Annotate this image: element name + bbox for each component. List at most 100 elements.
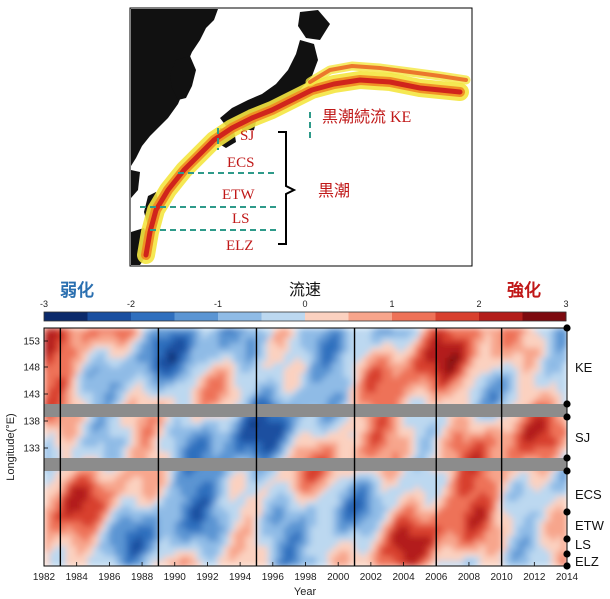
heatmap-cell xyxy=(528,476,535,483)
heatmap-cell xyxy=(398,332,405,339)
heatmap-cell xyxy=(403,471,410,478)
heatmap-cell xyxy=(60,332,67,339)
heatmap-cell xyxy=(458,551,465,557)
heatmap-cell xyxy=(545,511,552,518)
heatmap-cell xyxy=(87,511,94,518)
heatmap-cell xyxy=(556,496,563,503)
heatmap-cell xyxy=(185,367,192,374)
heatmap-cell xyxy=(468,337,475,344)
heatmap-cell xyxy=(185,551,192,557)
heatmap-cell xyxy=(452,382,459,389)
heatmap-cell xyxy=(114,556,121,562)
heatmap-cell xyxy=(283,417,290,423)
heatmap-cell xyxy=(316,387,323,394)
heatmap-cell xyxy=(65,451,72,458)
heatmap-cell xyxy=(98,382,105,389)
heatmap-cell xyxy=(343,526,350,532)
heatmap-cell xyxy=(381,531,388,537)
heatmap-cell xyxy=(496,377,503,384)
heatmap-cell xyxy=(349,437,356,443)
heatmap-cell xyxy=(212,397,219,403)
heatmap-cell xyxy=(485,357,492,364)
heatmap-cell xyxy=(550,451,557,458)
heatmap-cell xyxy=(125,332,132,339)
heatmap-cell xyxy=(403,357,410,364)
heatmap-cell xyxy=(196,541,203,547)
heatmap-cell xyxy=(463,546,470,552)
heatmap-cell xyxy=(534,352,541,359)
heatmap-cell xyxy=(376,442,383,448)
heatmap-cell xyxy=(278,437,285,443)
heatmap-cell xyxy=(409,357,416,364)
heatmap-cell xyxy=(49,496,56,503)
heatmap-cell xyxy=(349,516,356,522)
heatmap-cell xyxy=(321,541,328,547)
heatmap-cell xyxy=(87,427,94,433)
heatmap-cell xyxy=(305,471,312,478)
heatmap-cell xyxy=(71,328,78,334)
region-label-elz: ELZ xyxy=(575,554,599,569)
heatmap-cell xyxy=(419,451,426,458)
heatmap-cell xyxy=(539,357,546,364)
heatmap-cell xyxy=(452,546,459,552)
heatmap-cell xyxy=(191,437,198,443)
heatmap-cell xyxy=(370,372,377,379)
heatmap-cell xyxy=(310,561,317,566)
heatmap-cell xyxy=(174,332,181,339)
heatmap-cell xyxy=(65,352,72,359)
heatmap-cell xyxy=(136,496,143,503)
heatmap-cell xyxy=(545,526,552,532)
heatmap-cell xyxy=(316,496,323,503)
heatmap-cell xyxy=(234,382,241,389)
heatmap-cell xyxy=(49,541,56,547)
heatmap-cell xyxy=(60,427,67,433)
heatmap-cell xyxy=(452,352,459,359)
heatmap-cell xyxy=(174,442,181,448)
heatmap-cell xyxy=(44,481,51,488)
heatmap-cell xyxy=(370,328,377,334)
heatmap-cell xyxy=(392,377,399,384)
heatmap-cell xyxy=(120,496,127,503)
heatmap-cell xyxy=(267,496,274,503)
heatmap-cell xyxy=(196,332,203,339)
heatmap-cell xyxy=(474,347,481,354)
heatmap-cell xyxy=(327,511,334,518)
heatmap-cell xyxy=(131,377,138,384)
heatmap-cell xyxy=(354,511,361,518)
heatmap-cell xyxy=(507,561,514,566)
heatmap-cell xyxy=(409,551,416,557)
heatmap-cell xyxy=(349,521,356,527)
heatmap-cell xyxy=(229,352,236,359)
heatmap-cell xyxy=(528,357,535,364)
heatmap-cell xyxy=(403,481,410,488)
heatmap-cell xyxy=(528,451,535,458)
heatmap-cell xyxy=(452,387,459,394)
heatmap-cell xyxy=(539,328,546,334)
heatmap-cell xyxy=(327,328,334,334)
heatmap-cell xyxy=(251,362,258,369)
heatmap-cell xyxy=(496,332,503,339)
heatmap-cell xyxy=(158,427,165,433)
heatmap-cell xyxy=(376,437,383,443)
heatmap-cell xyxy=(501,511,508,518)
heatmap-cell xyxy=(185,422,192,428)
heatmap-cell xyxy=(398,437,405,443)
heatmap-cell xyxy=(398,486,405,493)
heatmap-cell xyxy=(294,496,301,503)
heatmap-cell xyxy=(180,486,187,493)
heatmap-cell xyxy=(82,332,89,339)
heatmap-cell xyxy=(65,377,72,384)
heatmap-cell xyxy=(229,561,236,566)
heatmap-cell xyxy=(436,422,443,428)
heatmap-cell xyxy=(490,521,497,527)
heatmap-cell xyxy=(490,536,497,542)
heatmap-cell xyxy=(158,377,165,384)
heatmap-cell xyxy=(267,447,274,453)
heatmap-cell xyxy=(381,501,388,508)
heatmap-cell xyxy=(561,377,567,384)
heatmap-cell xyxy=(316,526,323,532)
heatmap-cell xyxy=(272,476,279,483)
heatmap-cell xyxy=(240,546,247,552)
heatmap-cell xyxy=(354,501,361,508)
heatmap-cell xyxy=(201,501,209,508)
